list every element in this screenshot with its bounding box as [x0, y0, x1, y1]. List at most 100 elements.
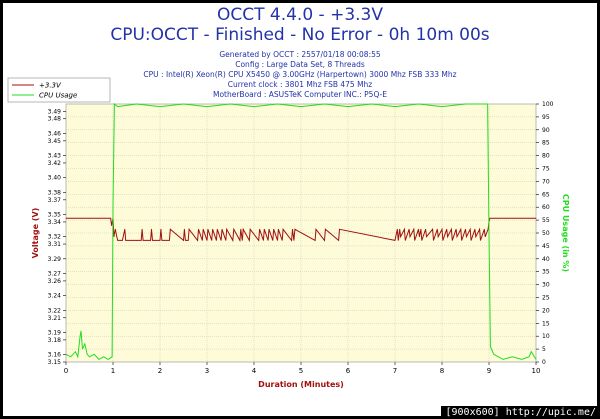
x-tick-label: 5: [299, 367, 303, 375]
cpu-usage-point: [512, 356, 513, 358]
voltage-point: [117, 239, 119, 241]
cpu-usage-point: [528, 356, 530, 358]
voltage-point: [480, 239, 481, 241]
cpu-usage-point: [530, 351, 532, 353]
y2-tick-label: 75: [542, 166, 550, 173]
y2-tick-label: 30: [542, 282, 550, 289]
y2-tick-label: 0: [542, 359, 546, 366]
y-tick-label: 3.40: [48, 175, 62, 182]
x-tick-label: 8: [440, 367, 444, 375]
cpu-usage-point: [80, 330, 82, 332]
voltage-point: [110, 217, 112, 219]
cpu-usage-point: [502, 359, 504, 360]
voltage-point: [226, 228, 228, 230]
cpu-usage-point: [324, 103, 325, 105]
voltage-point: [487, 228, 489, 230]
voltage-point: [242, 228, 244, 230]
y-tick-label: 3.32: [48, 234, 62, 241]
voltage-point: [216, 228, 218, 230]
y2-tick-label: 50: [542, 230, 550, 237]
y-tick-label: 3.45: [48, 138, 62, 145]
voltage-point: [65, 217, 67, 219]
y-tick-label: 3.42: [48, 160, 62, 167]
voltage-point: [114, 228, 116, 230]
voltage-point: [479, 228, 480, 230]
voltage-point: [451, 228, 452, 230]
voltage-point: [420, 228, 422, 230]
legend-box: [7, 77, 111, 103]
voltage-point: [207, 228, 209, 230]
cpu-usage-point: [371, 103, 372, 105]
voltage-point: [432, 228, 433, 230]
y-tick-label: 3.21: [48, 315, 62, 322]
voltage-point: [151, 228, 152, 230]
x-tick-label: 4: [252, 367, 257, 375]
voltage-point: [413, 228, 415, 230]
voltage-point: [339, 228, 340, 230]
voltage-point: [404, 228, 405, 230]
voltage-point: [263, 228, 265, 230]
cpu-usage-point: [84, 343, 86, 345]
voltage-point: [272, 239, 274, 241]
voltage-point: [396, 228, 398, 230]
x-tick-label: 7: [393, 367, 397, 375]
voltage-point: [399, 228, 401, 230]
voltage-point: [221, 228, 223, 230]
cpu-usage-point: [347, 106, 349, 107]
voltage-point: [404, 239, 406, 241]
voltage-point: [206, 239, 208, 241]
y-tick-label: 3.38: [48, 189, 62, 196]
voltage-point: [232, 239, 234, 241]
y2-tick-label: 40: [542, 256, 550, 263]
y2-tick-label: 90: [542, 127, 550, 134]
voltage-point: [150, 239, 152, 241]
voltage-point: [160, 228, 162, 230]
voltage-point: [267, 239, 269, 241]
y-axis-title: Voltage (V): [31, 208, 40, 259]
cpu-usage-point: [418, 103, 419, 105]
voltage-point: [441, 228, 443, 230]
voltage-point: [259, 228, 261, 230]
y-tick-label: 3.16: [48, 352, 62, 359]
cpu-usage-point: [300, 106, 302, 107]
cpu-usage-point: [70, 356, 72, 358]
voltage-point: [225, 239, 227, 241]
info-clock: Current clock : 3801 Mhz FSB 475 Mhz: [227, 80, 373, 89]
voltage-point: [122, 239, 123, 241]
y2-axis-title: CPU Usage (in %): [561, 194, 570, 272]
cpu-usage-point: [487, 103, 488, 105]
y2-tick-label: 10: [542, 333, 550, 340]
cpu-usage-point: [441, 106, 443, 107]
y-tick-label: 3.24: [48, 293, 62, 300]
voltage-point: [397, 239, 399, 241]
voltage-point: [281, 239, 283, 241]
cpu-usage-point: [277, 103, 278, 105]
voltage-point: [184, 228, 185, 230]
y2-tick-label: 70: [542, 178, 550, 185]
voltage-point: [437, 236, 439, 238]
voltage-point: [278, 228, 279, 230]
cpu-usage-point: [117, 106, 119, 107]
y-tick-label: 3.19: [48, 330, 62, 337]
voltage-point: [197, 239, 199, 241]
voltage-point: [202, 228, 204, 230]
x-tick-label: 9: [487, 367, 491, 375]
y2-tick-label: 35: [542, 269, 550, 276]
cpu-usage-point: [535, 359, 537, 360]
cpu-usage-point: [465, 103, 466, 105]
voltage-point: [277, 239, 278, 241]
cpu-usage-point: [86, 353, 88, 355]
voltage-point: [325, 228, 326, 230]
y-tick-label: 3.34: [48, 219, 62, 226]
voltage-point: [451, 239, 453, 241]
voltage-point: [136, 239, 137, 241]
cpu-usage-point: [89, 356, 90, 358]
voltage-point: [169, 228, 171, 230]
cpu-usage-point: [490, 346, 491, 347]
voltage-point: [141, 228, 143, 230]
y2-tick-label: 55: [542, 217, 550, 224]
voltage-point: [142, 239, 144, 241]
voltage-point: [461, 239, 463, 241]
cpu-usage-point: [230, 103, 231, 105]
cpu-usage-point: [253, 106, 255, 107]
